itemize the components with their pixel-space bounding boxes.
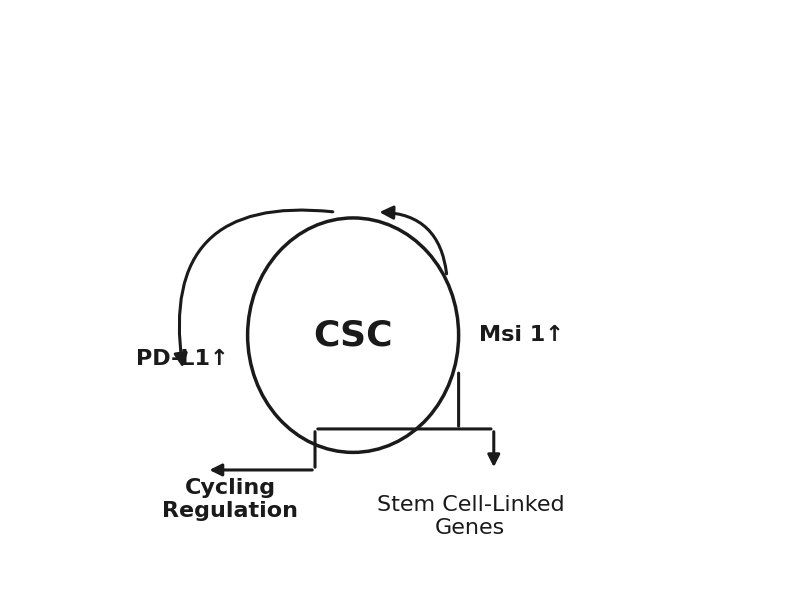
Text: Msi 1↑: Msi 1↑ [479, 325, 564, 345]
FancyArrowPatch shape [175, 210, 333, 364]
Text: PD-L1↑: PD-L1↑ [136, 349, 229, 368]
Text: Cycling
Regulation: Cycling Regulation [162, 478, 298, 521]
Text: CSC: CSC [314, 318, 393, 352]
Text: Stem Cell-Linked
Genes: Stem Cell-Linked Genes [377, 495, 564, 538]
FancyArrowPatch shape [382, 207, 446, 274]
